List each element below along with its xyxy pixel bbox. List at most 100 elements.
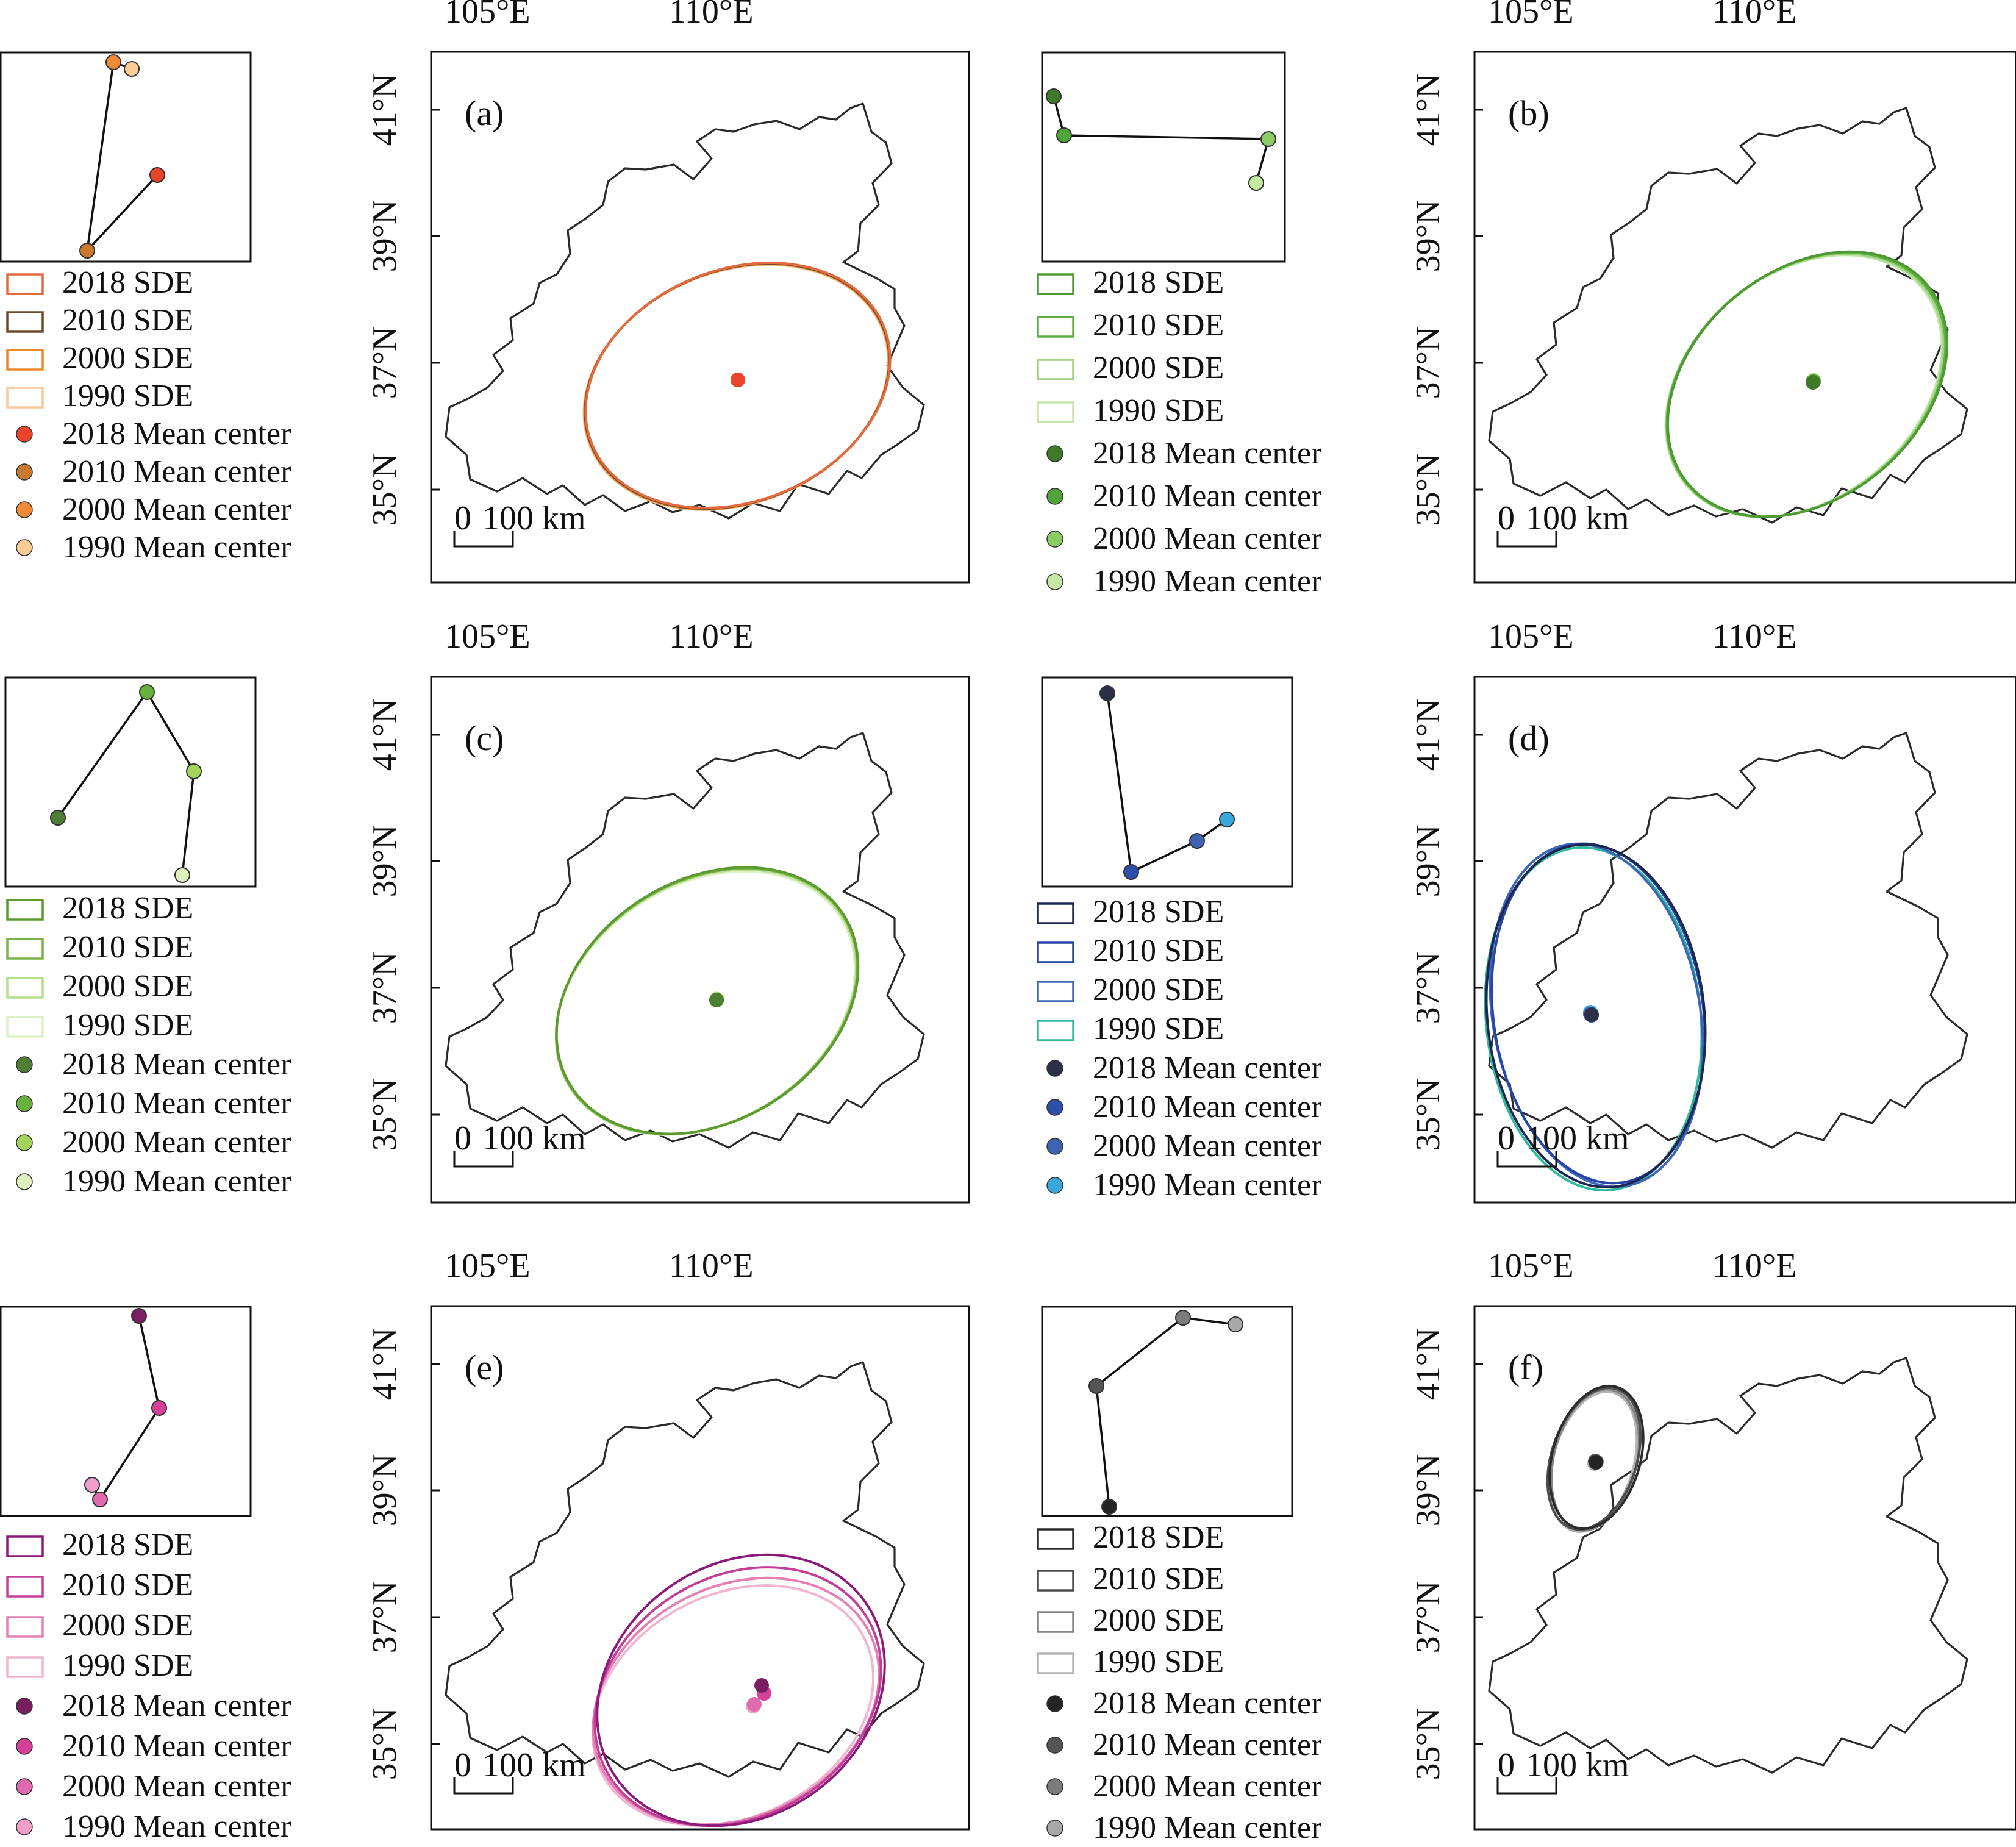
scale-bar-line (1496, 1777, 1557, 1795)
mean-center-2018 (754, 1678, 769, 1693)
legend-sde-label: 1990 SDE (62, 1648, 193, 1683)
trajectory-point-2018 (131, 1308, 147, 1324)
legend-center-marker (16, 1778, 33, 1795)
legend-center-label: 2018 Mean center (62, 416, 291, 451)
scale-bar-label: 100 km (1526, 1746, 1629, 1784)
legend-sde-swatch (6, 311, 44, 333)
sde-ellipse-2000 (592, 1576, 881, 1826)
study-region-outline (445, 102, 925, 520)
lat-tick: 35°N (366, 1708, 404, 1781)
legend-sde-label: 1990 SDE (1093, 1645, 1224, 1679)
legend-sde-swatch (1037, 401, 1074, 423)
legend-center-marker (16, 426, 33, 443)
lon-tick: 110°E (1712, 1247, 1797, 1285)
legend-sde-label: 2018 SDE (1093, 265, 1224, 300)
scale-bar: 0 100 km (453, 1746, 586, 1795)
trajectory-point-2000 (1260, 131, 1276, 147)
legend-sde-label: 2018 SDE (62, 1527, 193, 1562)
legend-center-marker (1046, 1138, 1063, 1155)
panel-label: (d) (1508, 718, 1550, 758)
lat-tick: 41°N (1409, 1328, 1447, 1401)
trajectory-point-1990 (124, 61, 140, 77)
lat-tick: 35°N (366, 1079, 404, 1151)
scale-bar: 0 100 km (453, 1120, 586, 1168)
legend-sde-label: 1990 SDE (62, 379, 193, 413)
lat-tick: 37°N (1409, 1581, 1447, 1654)
lat-tick: 35°N (1409, 1708, 1447, 1781)
legend-sde-label: 2000 SDE (1093, 973, 1224, 1007)
legend-center-marker (1046, 1778, 1063, 1795)
lat-tick: 37°N (1409, 327, 1447, 399)
legend-center-label: 2010 Mean center (62, 1086, 291, 1121)
scale-bar-zero: 0 (454, 499, 471, 537)
scale-bar-label: 100 km (1526, 1120, 1629, 1157)
panel-d: (d) 0 100 km 105°E 110°E 41°N 39°N 37°N 35°N 2018… (1037, 618, 2016, 1204)
legend-center-label: 2000 Mean center (62, 1769, 291, 1804)
legend-sde-label: 2010 SDE (1093, 934, 1224, 968)
map-frame (430, 676, 970, 1204)
legend-sde-swatch (6, 1016, 44, 1038)
legend-center-label: 1990 Mean center (1093, 1168, 1321, 1202)
legend-center-marker (1046, 445, 1063, 462)
trajectory-point-2010 (1056, 127, 1072, 143)
legend-center-label: 2018 Mean center (1093, 1051, 1321, 1085)
legend-sde-swatch (1037, 1020, 1074, 1041)
lon-tick: 110°E (669, 618, 754, 656)
sde-ellipse-2018 (596, 1553, 886, 1827)
center-trajectory-inset (1041, 51, 1286, 263)
legend-sde-swatch (6, 1535, 44, 1557)
panel-f: (f) 0 100 km 105°E 110°E 41°N 39°N 37°N 35°N 2018… (1037, 1247, 2016, 1845)
legend-center-label: 2018 Mean center (1093, 1686, 1321, 1721)
legend-center-label: 2000 Mean center (1093, 521, 1321, 556)
study-region-outline (1488, 732, 1968, 1149)
lon-tick: 110°E (669, 0, 754, 30)
trajectory-line (1095, 1316, 1236, 1507)
inset-frame (0, 51, 252, 263)
map-frame (430, 51, 970, 584)
legend-center-label: 2018 Mean center (62, 1047, 291, 1082)
legend-sde-label: 2010 SDE (62, 303, 193, 338)
map-panel-c: (c) 0 100 km (430, 676, 970, 1204)
study-region-outline (445, 1361, 925, 1778)
legend-center-marker (16, 501, 33, 518)
scale-bar-zero: 0 (454, 1746, 471, 1784)
legend-center-marker (1046, 488, 1063, 505)
legend-sde-swatch (6, 899, 44, 921)
legend-sde-label: 2000 SDE (62, 341, 193, 376)
legend-center-marker (16, 1738, 33, 1755)
legend-center-label: 2018 Mean center (1093, 436, 1321, 471)
legend-center-marker (1046, 573, 1063, 590)
legend-center-label: 2000 Mean center (1093, 1769, 1321, 1804)
legend-sde-swatch (6, 387, 44, 409)
center-trajectory-inset (4, 676, 257, 888)
trajectory-line (91, 1315, 160, 1502)
panel-e: (e) 0 100 km 105°E 110°E 41°N 39°N 37°N 35°N 2018… (0, 1247, 970, 1844)
scale-bar: 0 100 km (1496, 499, 1629, 548)
legend-sde-label: 1990 SDE (1093, 393, 1224, 428)
center-trajectory-inset (1041, 676, 1293, 888)
panel-label: (c) (465, 718, 504, 758)
legend-center-marker (1046, 1820, 1063, 1837)
lat-tick: 41°N (1409, 74, 1447, 146)
trajectory-line (57, 690, 195, 876)
lon-tick: 105°E (1488, 618, 1574, 656)
map-panel-a: (a) 0 100 km (430, 51, 970, 584)
lon-tick: 105°E (445, 0, 531, 30)
lat-tick: 41°N (366, 1328, 404, 1401)
legend-center-marker (16, 1698, 33, 1715)
trajectory-point-2018 (1101, 1499, 1117, 1515)
panel-b: (b) 0 100 km 105°E 110°E 41°N 39°N 37°N 35°N 2018… (1037, 0, 2016, 599)
legend-center-marker (16, 1095, 33, 1112)
legend-sde-label: 2010 SDE (62, 930, 193, 965)
trajectory-point-2010 (79, 243, 95, 259)
legend-center-marker (1046, 1737, 1063, 1754)
scale-bar-label: 100 km (482, 1120, 586, 1157)
mean-center-2018 (1584, 1007, 1599, 1022)
inset-frame (4, 676, 257, 888)
legend-sde-label: 2018 SDE (1093, 1520, 1224, 1555)
